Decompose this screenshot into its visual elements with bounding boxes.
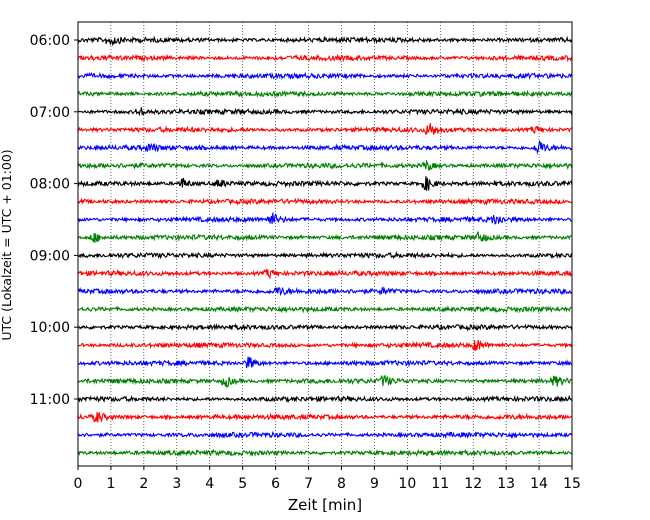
seismogram-trace bbox=[77, 159, 573, 171]
seismogram-trace bbox=[77, 212, 573, 225]
seismogram-trace bbox=[77, 431, 573, 440]
seismogram-trace bbox=[77, 197, 573, 206]
plot-frame bbox=[77, 21, 573, 467]
y-tick-label: 06:00 bbox=[30, 33, 70, 49]
y-tick-label: 07:00 bbox=[30, 105, 70, 121]
x-tick-label: 0 bbox=[74, 476, 83, 492]
y-tick-label: 11:00 bbox=[30, 392, 70, 408]
seismogram-trace bbox=[77, 53, 573, 63]
seismogram-trace bbox=[77, 394, 573, 404]
seismogram-trace bbox=[77, 412, 573, 423]
x-tick-label: 5 bbox=[238, 476, 247, 492]
x-tick-label: 15 bbox=[563, 476, 581, 492]
x-tick-label: 9 bbox=[370, 476, 379, 492]
seismogram-trace bbox=[77, 305, 573, 314]
y-tick-label: 08:00 bbox=[30, 177, 70, 193]
x-tick-label: 11 bbox=[431, 476, 449, 492]
x-axis-title: Zeit [min] bbox=[288, 496, 362, 514]
seismogram-trace bbox=[77, 268, 573, 280]
seismogram-trace bbox=[77, 374, 573, 389]
x-tick-label: 13 bbox=[497, 476, 515, 492]
seismogram-trace bbox=[77, 356, 573, 369]
seismogram-trace bbox=[77, 139, 573, 155]
seismogram-trace bbox=[77, 322, 573, 332]
seismogram-trace bbox=[77, 71, 573, 81]
seismogram-trace bbox=[77, 176, 573, 191]
x-tick-label: 2 bbox=[139, 476, 148, 492]
seismogram-trace bbox=[77, 35, 573, 47]
seismogram-trace bbox=[77, 123, 573, 135]
y-tick-label: 09:00 bbox=[30, 248, 70, 264]
x-tick-label: 3 bbox=[172, 476, 181, 492]
x-tick-label: 7 bbox=[304, 476, 313, 492]
x-tick-label: 1 bbox=[106, 476, 115, 492]
seismogram-trace bbox=[77, 448, 573, 457]
y-axis: 06:00 07:00 08:00 09:00 10:00 11:00 bbox=[30, 33, 78, 408]
x-tick-label: 14 bbox=[530, 476, 548, 492]
seismogram-trace bbox=[77, 250, 573, 260]
x-tick-label: 4 bbox=[205, 476, 214, 492]
seismogram-trace bbox=[77, 89, 573, 98]
seismogram-trace bbox=[77, 231, 573, 243]
x-tick-label: 10 bbox=[398, 476, 416, 492]
x-tick-label: 6 bbox=[271, 476, 280, 492]
seismogram-trace bbox=[77, 286, 573, 297]
seismogram-traces bbox=[77, 35, 573, 457]
y-axis-title: UTC (Lokalzeit = UTC + 01:00) bbox=[0, 149, 14, 340]
y-tick-label: 10:00 bbox=[30, 320, 70, 336]
x-axis: 0 1 2 3 4 5 6 7 8 9 10 11 12 13 14 15 bbox=[74, 466, 581, 492]
x-tick-label: 8 bbox=[337, 476, 346, 492]
vertical-grid bbox=[110, 22, 540, 466]
x-tick-label: 12 bbox=[464, 476, 482, 492]
seismogram-trace bbox=[77, 107, 573, 117]
seismogram-trace bbox=[77, 339, 573, 351]
